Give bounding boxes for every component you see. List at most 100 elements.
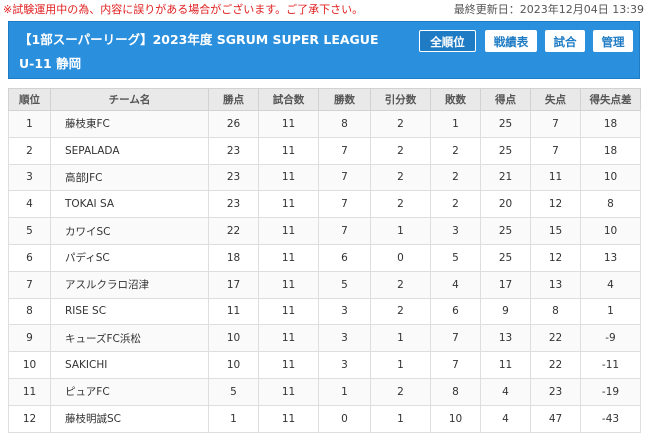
table-row: 2 SEPALADA 23 11 7 2 2 25 7 18 [8, 136, 641, 165]
losses-cell: 3 [430, 217, 481, 245]
losses-cell: 4 [430, 270, 481, 299]
played-cell: 11 [258, 110, 319, 138]
wins-cell: 3 [318, 324, 371, 353]
goals-for-cell: 25 [480, 217, 531, 245]
losses-cell: 2 [430, 163, 481, 192]
team-name-cell[interactable]: カワイSC [50, 217, 209, 245]
table-header-row: 順位 チーム名 勝点 試合数 勝数 引分数 敗数 得点 失点 得失点差 [8, 88, 641, 111]
goal-diff-cell: 18 [580, 136, 641, 165]
goals-against-cell: 22 [530, 324, 581, 353]
wins-cell: 3 [318, 297, 371, 326]
draws-cell: 0 [370, 243, 431, 272]
admin-button[interactable]: 管理 [593, 30, 633, 52]
rank-cell: 8 [8, 297, 51, 326]
team-name-cell[interactable]: ピュアFC [50, 377, 209, 406]
played-cell: 11 [258, 136, 319, 165]
goals-for-cell: 9 [480, 297, 531, 326]
points-cell: 5 [208, 377, 259, 406]
goals-against-cell: 7 [530, 136, 581, 165]
league-header: 【1部スーパーリーグ】2023年度 SGRUM SUPER LEAGUE U-1… [8, 21, 640, 79]
draws-cell: 1 [370, 351, 431, 379]
draws-cell: 2 [370, 110, 431, 138]
team-name-cell[interactable]: 藤枝明誠SC [50, 404, 209, 433]
goals-against-cell: 47 [530, 404, 581, 433]
standings-table: 順位 チーム名 勝点 試合数 勝数 引分数 敗数 得点 失点 得失点差 1 藤枝東… [8, 88, 641, 433]
record-table-button[interactable]: 戦績表 [485, 30, 537, 52]
goals-against-cell: 13 [530, 270, 581, 299]
all-rankings-button[interactable]: 全順位 [419, 30, 476, 52]
team-name-cell[interactable]: 藤枝東FC [50, 110, 209, 138]
team-name-cell[interactable]: キューズFC浜松 [50, 324, 209, 353]
goals-for-cell: 17 [480, 270, 531, 299]
matches-button[interactable]: 試合 [545, 30, 585, 52]
goals-against-cell: 12 [530, 190, 581, 219]
losses-cell: 1 [430, 110, 481, 138]
team-name-cell[interactable]: 高部JFC [50, 163, 209, 192]
wins-cell: 1 [318, 377, 371, 406]
notice-bar: ※試験運用中の為、内容に誤りがある場合がございます。ご了承下さい。 最終更新日：… [0, 0, 650, 17]
league-title: 【1部スーパーリーグ】2023年度 SGRUM SUPER LEAGUE U-1… [19, 32, 379, 71]
wins-cell: 6 [318, 243, 371, 272]
rank-cell: 4 [8, 190, 51, 219]
col-goals-against: 失点 [530, 88, 581, 111]
goals-for-cell: 13 [480, 324, 531, 353]
goal-diff-cell: 10 [580, 217, 641, 245]
goals-against-cell: 22 [530, 351, 581, 379]
goals-for-cell: 4 [480, 377, 531, 406]
played-cell: 11 [258, 297, 319, 326]
col-draws: 引分数 [370, 88, 431, 111]
points-cell: 1 [208, 404, 259, 433]
played-cell: 11 [258, 324, 319, 353]
rank-cell: 12 [8, 404, 51, 433]
col-goal-diff: 得失点差 [580, 88, 641, 111]
draws-cell: 2 [370, 136, 431, 165]
losses-cell: 2 [430, 190, 481, 219]
losses-cell: 6 [430, 297, 481, 326]
losses-cell: 7 [430, 324, 481, 353]
standings-body: 1 藤枝東FC 26 11 8 2 1 25 7 18 2 SEPALADA 23 11 7 2 2 25 7 18 3… [8, 110, 641, 433]
draws-cell: 1 [370, 404, 431, 433]
wins-cell: 7 [318, 163, 371, 192]
losses-cell: 2 [430, 136, 481, 165]
team-name-cell[interactable]: RISE SC [50, 297, 209, 326]
draws-cell: 1 [370, 217, 431, 245]
table-row: 1 藤枝東FC 26 11 8 2 1 25 7 18 [8, 110, 641, 138]
rank-cell: 11 [8, 377, 51, 406]
rank-cell: 1 [8, 110, 51, 138]
goal-diff-cell: -19 [580, 377, 641, 406]
points-cell: 10 [208, 351, 259, 379]
draws-cell: 2 [370, 297, 431, 326]
goals-against-cell: 7 [530, 110, 581, 138]
trial-notice: ※試験運用中の為、内容に誤りがある場合がございます。ご了承下さい。 [3, 3, 364, 16]
losses-cell: 7 [430, 351, 481, 379]
rank-cell: 3 [8, 163, 51, 192]
last-updated: 最終更新日：2023年12月04日 13:39 [453, 3, 644, 16]
losses-cell: 8 [430, 377, 481, 406]
team-name-cell[interactable]: パディSC [50, 243, 209, 272]
draws-cell: 2 [370, 190, 431, 219]
rank-cell: 5 [8, 217, 51, 245]
team-name-cell[interactable]: SAKICHI [50, 351, 209, 379]
goals-for-cell: 25 [480, 243, 531, 272]
points-cell: 23 [208, 136, 259, 165]
team-name-cell[interactable]: SEPALADA [50, 136, 209, 165]
wins-cell: 3 [318, 351, 371, 379]
rank-cell: 2 [8, 136, 51, 165]
goal-diff-cell: -9 [580, 324, 641, 353]
rank-cell: 9 [8, 324, 51, 353]
col-wins: 勝数 [318, 88, 371, 111]
goal-diff-cell: 4 [580, 270, 641, 299]
col-rank: 順位 [8, 88, 51, 111]
losses-cell: 5 [430, 243, 481, 272]
team-name-cell[interactable]: アスルクラロ沼津 [50, 270, 209, 299]
draws-cell: 2 [370, 270, 431, 299]
col-team: チーム名 [50, 88, 209, 111]
team-name-cell[interactable]: TOKAI SA [50, 190, 209, 219]
col-goals-for: 得点 [480, 88, 531, 111]
losses-cell: 10 [430, 404, 481, 433]
played-cell: 11 [258, 404, 319, 433]
played-cell: 11 [258, 377, 319, 406]
played-cell: 11 [258, 270, 319, 299]
goal-diff-cell: 10 [580, 163, 641, 192]
goals-for-cell: 21 [480, 163, 531, 192]
